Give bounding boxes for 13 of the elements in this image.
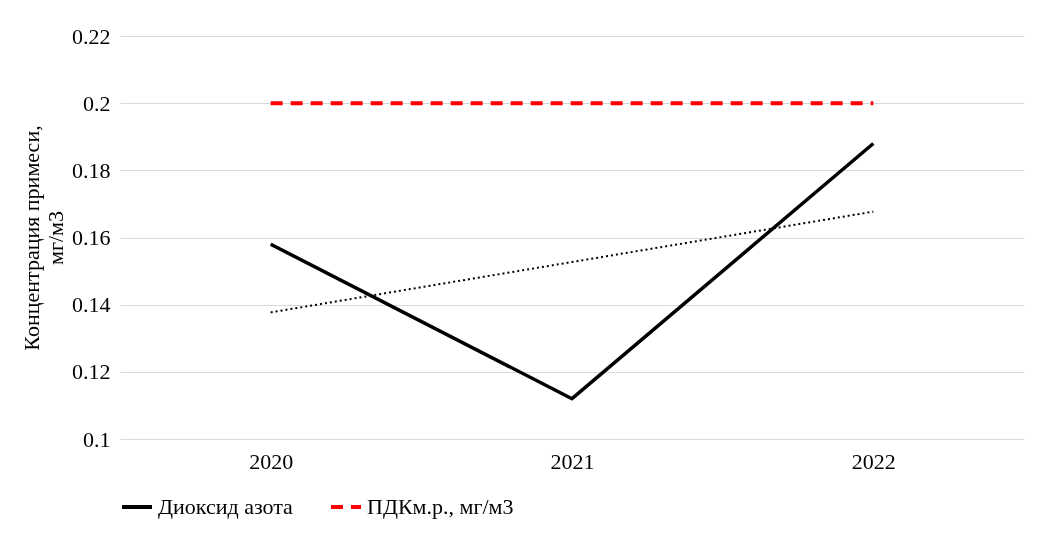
y-tick-label: 0.14 (72, 292, 111, 318)
x-tick-label: 2021 (550, 448, 595, 474)
y-axis-title: Концентрация примеси, мг/м3 (19, 125, 68, 351)
y-tick-label: 0.1 (83, 426, 111, 452)
y-tick-label: 0.22 (72, 23, 111, 49)
x-tick-label: 2022 (851, 448, 896, 474)
legend-label: Диоксид азота (158, 494, 294, 519)
y-tick-label: 0.18 (72, 157, 111, 183)
y-tick-label: 0.12 (72, 359, 111, 385)
y-tick-label: 0.2 (83, 90, 111, 116)
legend-label: ПДКм.р., мг/м3 (367, 494, 514, 519)
y-tick-label: 0.16 (72, 225, 111, 250)
x-tick-label: 2020 (249, 448, 294, 474)
